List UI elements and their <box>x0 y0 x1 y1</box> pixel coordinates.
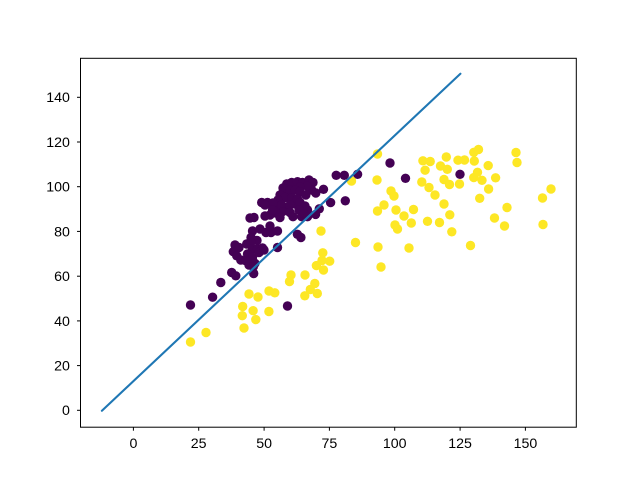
svg-text:150: 150 <box>514 436 538 452</box>
svg-text:0: 0 <box>62 403 70 419</box>
svg-text:0: 0 <box>129 436 137 452</box>
svg-text:140: 140 <box>46 90 70 106</box>
svg-text:120: 120 <box>46 135 70 151</box>
svg-text:100: 100 <box>383 436 407 452</box>
svg-text:60: 60 <box>54 269 70 285</box>
svg-text:125: 125 <box>448 436 472 452</box>
svg-text:75: 75 <box>322 436 338 452</box>
svg-text:20: 20 <box>54 359 70 375</box>
svg-text:80: 80 <box>54 224 70 240</box>
svg-text:25: 25 <box>191 436 207 452</box>
svg-text:40: 40 <box>54 314 70 330</box>
svg-text:50: 50 <box>256 436 272 452</box>
svg-text:100: 100 <box>46 180 70 196</box>
